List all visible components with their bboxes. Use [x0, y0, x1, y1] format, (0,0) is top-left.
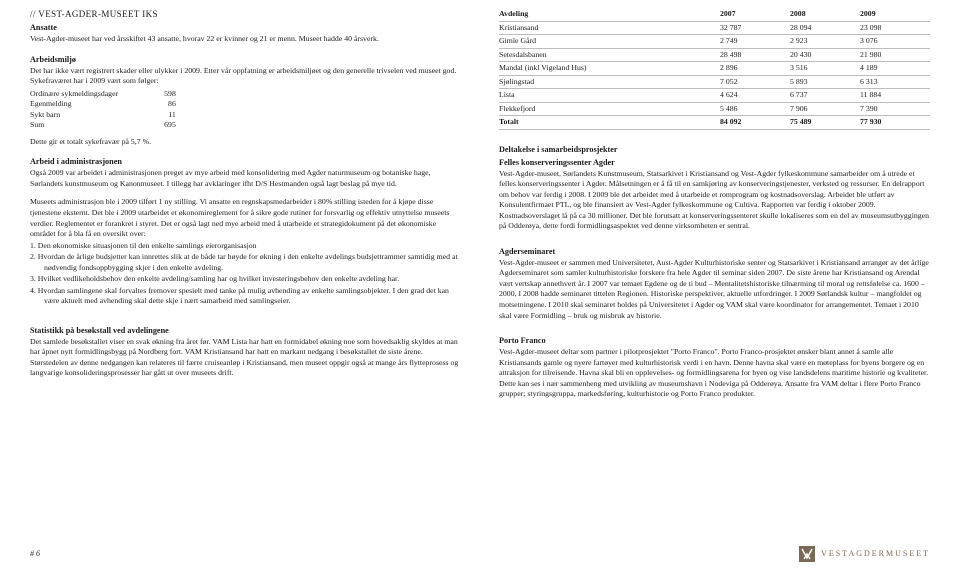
heading-arbeidsmiljo: Arbeidsmiljø [30, 54, 461, 65]
logo-icon [799, 546, 815, 562]
table-avdeling: Avdeling200720082009 Kristiansand32 7872… [499, 8, 930, 130]
heading-admin: Arbeid i administrasjonen [30, 156, 461, 167]
heading-deltakelse: Deltakelse i samarbeidsprosjekter [499, 144, 930, 155]
para-arbeidsmiljo: Det har ikke vært registrert skader elle… [30, 66, 461, 87]
para-syk-total: Dette gir et totalt sykefravær på 5,7 %. [30, 137, 461, 148]
heading-felles: Felles konserveringssenter Agder [499, 157, 930, 168]
table-row: Flekkefjord5 4867 9067 390 [499, 102, 930, 116]
heading-agderseminaret: Agderseminaret [499, 246, 930, 257]
table-row: Sykt barn11 [30, 110, 176, 121]
table-row: Kristiansand32 78728 09423 098 [499, 21, 930, 35]
heading-porto-franco: Porto Franco [499, 335, 930, 346]
para-ansatte: Vest-Agder-museet har ved årsskiftet 43 … [30, 34, 461, 45]
list-item: 1. Den økonomiske situasjonen til den en… [30, 241, 461, 252]
table-row: Ordinære sykmeldingsdager598 [30, 89, 176, 100]
table-row: Egenmelding86 [30, 99, 176, 110]
left-column: // VEST-AGDER-MUSEET IKS Ansatte Vest-Ag… [30, 8, 461, 401]
list-admin: 1. Den økonomiske situasjonen til den en… [30, 241, 461, 307]
table-sykefravaer: Ordinære sykmeldingsdager598Egenmelding8… [30, 89, 176, 131]
page-number: # 6 [30, 549, 40, 560]
list-item: 4. Hvordan samlingene skal forvaltes fre… [30, 286, 461, 307]
page-footer: # 6 VESTAGDERMUSEET [30, 546, 930, 562]
heading-ansatte: Ansatte [30, 22, 461, 33]
right-column: Avdeling200720082009 Kristiansand32 7872… [499, 8, 930, 401]
table-row: Lista4 6246 73711 884 [499, 89, 930, 103]
para-felles: Vest-Agder-museet, Sørlandets Kunstmuseu… [499, 169, 930, 232]
table-row: Mandal (inkl Vigeland Hus)2 8963 5164 18… [499, 62, 930, 76]
list-item: 2. Hvordan de årlige budsjetter kan innr… [30, 252, 461, 273]
heading-statistikk: Statistikk på besøkstall ved avdelingene [30, 325, 461, 336]
logo-text: VESTAGDERMUSEET [821, 549, 930, 560]
table-row: Sjølingstad7 0525 8936 313 [499, 75, 930, 89]
table-row-total: Totalt84 09275 48977 930 [499, 116, 930, 130]
table-row: Setesdalsbanen28 49820 43021 980 [499, 48, 930, 62]
table-row: Sum695 [30, 120, 176, 131]
para-statistikk: Det samlede besøkstallet viser en svak ø… [30, 337, 461, 379]
para-agderseminaret: Vest-Agder-museet er sammen med Universi… [499, 258, 930, 321]
list-item: 3. Hvilket vedlikeholdsbehov den enkelte… [30, 274, 461, 285]
para-admin-2: Museets administrasjon ble i 2009 tilfør… [30, 197, 461, 239]
para-porto-franco: Vest-Agder-museet deltar som partner i p… [499, 347, 930, 400]
page-title: // VEST-AGDER-MUSEET IKS [30, 8, 461, 20]
para-admin-1: Også 2009 var arbeidet i administrasjone… [30, 168, 461, 189]
table-row: Gimle Gård2 7492 9233 076 [499, 35, 930, 49]
logo: VESTAGDERMUSEET [799, 546, 930, 562]
